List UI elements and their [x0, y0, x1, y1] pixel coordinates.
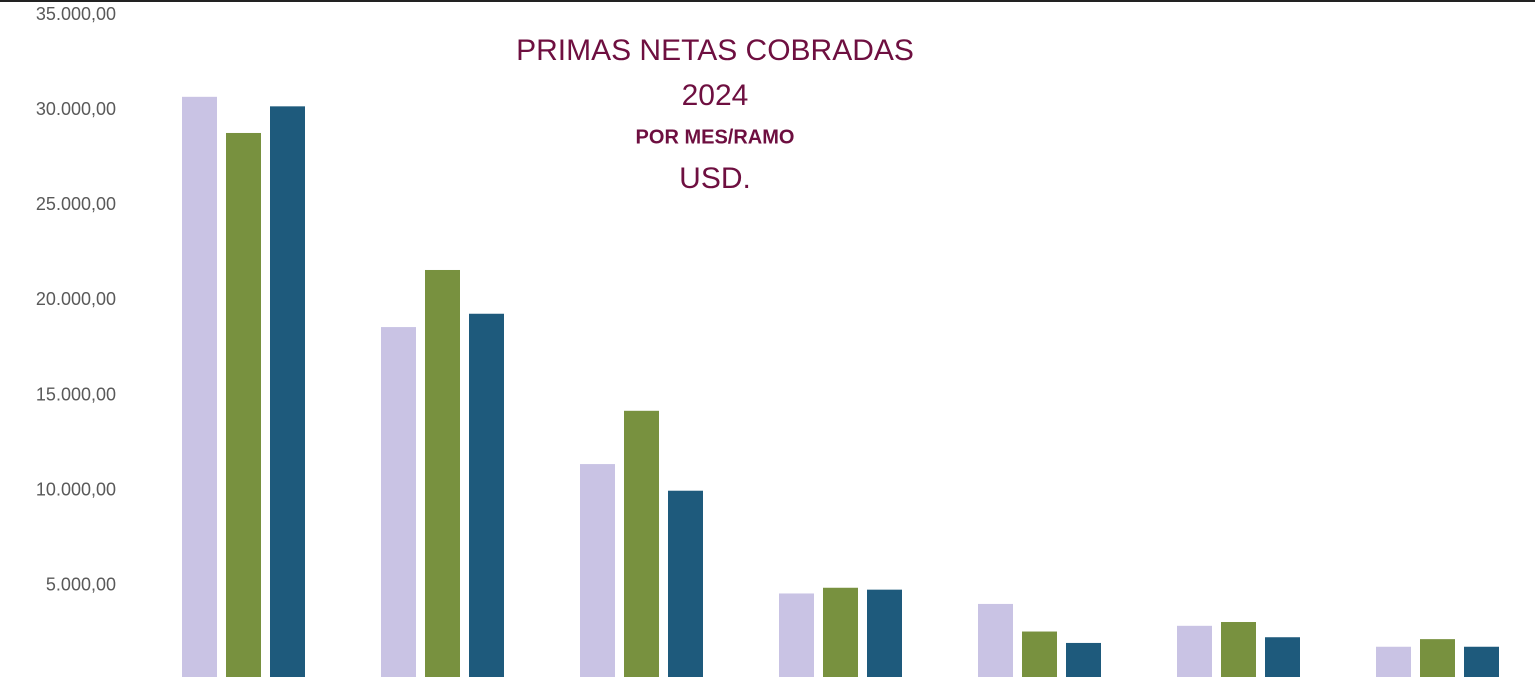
y-tick-label: 15.000,00 — [36, 384, 116, 404]
bar — [226, 132, 261, 677]
bar — [1464, 646, 1499, 677]
bar — [1420, 639, 1455, 677]
bar — [580, 464, 615, 677]
y-tick-label: 5.000,00 — [46, 575, 116, 595]
bar — [1066, 642, 1101, 677]
y-tick-label: 35.000,00 — [36, 4, 116, 24]
bar — [823, 587, 858, 677]
chart-title: PRIMAS NETAS COBRADAS — [516, 34, 914, 67]
y-tick-label: 10.000,00 — [36, 479, 116, 499]
bar — [1376, 646, 1411, 677]
bar — [978, 603, 1013, 677]
bar — [1022, 631, 1057, 677]
y-tick-label: 20.000,00 — [36, 289, 116, 309]
chart-title: 2024 — [682, 79, 749, 112]
bar — [668, 490, 703, 677]
bar — [1221, 622, 1256, 677]
bar — [425, 269, 460, 677]
bar — [182, 96, 217, 677]
bar — [1177, 625, 1212, 677]
chart-subtitle: POR MES/RAMO — [636, 126, 795, 148]
bar — [381, 327, 416, 677]
bar — [270, 106, 305, 677]
chart-subtitle: USD. — [679, 162, 751, 195]
bar — [867, 589, 902, 677]
y-tick-label: 30.000,00 — [36, 99, 116, 119]
y-tick-label: 25.000,00 — [36, 194, 116, 214]
bar — [469, 313, 504, 677]
bar — [624, 410, 659, 677]
bar — [1265, 637, 1300, 677]
bar — [779, 593, 814, 677]
